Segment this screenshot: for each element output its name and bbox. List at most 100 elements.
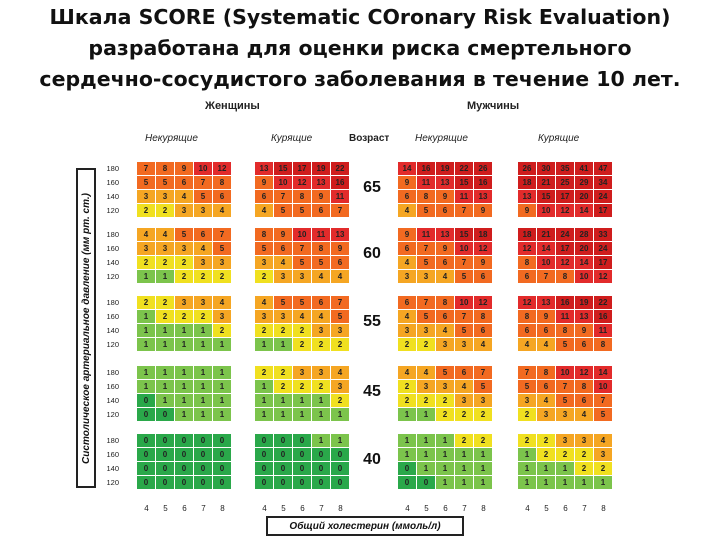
risk-cell: 10 (556, 366, 574, 379)
risk-cell: 7 (594, 394, 612, 407)
risk-cell: 0 (293, 462, 311, 475)
risk-cell: 2 (312, 338, 330, 351)
risk-cell: 1 (518, 476, 536, 489)
risk-cell: 4 (312, 310, 330, 323)
risk-cell: 1 (417, 462, 435, 475)
risk-cell: 2 (537, 434, 555, 447)
risk-cell: 2 (436, 408, 454, 421)
risk-cell: 3 (556, 434, 574, 447)
risk-cell: 3 (293, 270, 311, 283)
risk-cell: 2 (274, 324, 292, 337)
risk-cell: 13 (436, 228, 454, 241)
risk-cell: 5 (274, 204, 292, 217)
men-nonsmoking-grid-age-65: 14 16 19 22 26 9 11 13 15 16 6 8 9 11 13 4 5 6 7 9 (398, 162, 492, 217)
risk-cell: 5 (417, 256, 435, 269)
risk-cell: 3 (213, 256, 231, 269)
risk-cell: 1 (213, 380, 231, 393)
risk-cell: 7 (194, 176, 212, 189)
risk-cell: 24 (556, 228, 574, 241)
risk-cell: 12 (556, 256, 574, 269)
risk-cell: 2 (255, 324, 273, 337)
risk-cell: 4 (194, 242, 212, 255)
risk-cell: 3 (137, 242, 155, 255)
risk-cell: 6 (537, 380, 555, 393)
risk-cell: 1 (156, 380, 174, 393)
risk-cell: 6 (312, 204, 330, 217)
risk-cell: 21 (537, 176, 555, 189)
risk-cell: 24 (594, 242, 612, 255)
bp-label-160: 160 (106, 178, 119, 187)
bp-label-120: 120 (106, 272, 119, 281)
cholesterol-tick-8: 8 (481, 504, 486, 513)
risk-cell: 5 (417, 310, 435, 323)
risk-cell: 0 (194, 476, 212, 489)
cholesterol-tick-4: 4 (525, 504, 530, 513)
risk-cell: 5 (556, 394, 574, 407)
risk-cell: 1 (436, 448, 454, 461)
risk-cell: 1 (556, 476, 574, 489)
risk-cell: 0 (293, 434, 311, 447)
risk-cell: 4 (398, 256, 416, 269)
risk-cell: 9 (274, 228, 292, 241)
risk-cell: 1 (255, 394, 273, 407)
risk-cell: 1 (137, 380, 155, 393)
risk-cell: 10 (455, 296, 473, 309)
risk-cell: 4 (331, 366, 349, 379)
risk-cell: 4 (474, 338, 492, 351)
risk-cell: 1 (274, 338, 292, 351)
risk-cell: 2 (175, 310, 193, 323)
risk-cell: 8 (575, 380, 593, 393)
risk-cell: 3 (137, 190, 155, 203)
risk-cell: 3 (455, 338, 473, 351)
risk-cell: 2 (255, 366, 273, 379)
risk-cell: 0 (293, 476, 311, 489)
risk-cell: 2 (156, 296, 174, 309)
risk-cell: 5 (175, 228, 193, 241)
risk-cell: 6 (436, 310, 454, 323)
men-smoking-grid-age-60: 18 21 24 28 33 12 14 17 20 24 8 10 12 14 17 6 7 8 10 12 (518, 228, 612, 283)
risk-cell: 0 (156, 408, 174, 421)
risk-cell: 2 (274, 380, 292, 393)
risk-cell: 0 (175, 462, 193, 475)
risk-cell: 3 (518, 394, 536, 407)
risk-cell: 2 (213, 270, 231, 283)
risk-cell: 3 (175, 242, 193, 255)
risk-cell: 13 (537, 296, 555, 309)
bp-label-180: 180 (106, 368, 119, 377)
risk-cell: 17 (594, 256, 612, 269)
risk-cell: 33 (594, 228, 612, 241)
slide-title: Шкала SCORE (Systematic COronary Risk Ev… (0, 2, 720, 95)
risk-cell: 8 (293, 190, 311, 203)
risk-cell: 1 (331, 408, 349, 421)
cholesterol-tick-8: 8 (338, 504, 343, 513)
risk-cell: 9 (398, 228, 416, 241)
cholesterol-tick-6: 6 (443, 504, 448, 513)
risk-cell: 18 (518, 228, 536, 241)
risk-cell: 22 (331, 162, 349, 175)
risk-cell: 22 (455, 162, 473, 175)
risk-cell: 1 (474, 448, 492, 461)
bp-label-140: 140 (106, 326, 119, 335)
risk-cell: 3 (175, 296, 193, 309)
risk-cell: 0 (156, 476, 174, 489)
risk-cell: 0 (293, 448, 311, 461)
risk-cell: 2 (194, 270, 212, 283)
cholesterol-tick-5: 5 (281, 504, 286, 513)
title-line-2: разработана для оценки риска смертельног… (88, 36, 632, 60)
risk-cell: 0 (213, 476, 231, 489)
risk-cell: 3 (556, 408, 574, 421)
risk-cell: 14 (594, 366, 612, 379)
cholesterol-tick-4: 4 (144, 504, 149, 513)
risk-cell: 9 (436, 190, 454, 203)
risk-cell: 8 (213, 176, 231, 189)
women-smoking-label: Курящие (271, 133, 313, 144)
risk-cell: 12 (213, 162, 231, 175)
cholesterol-tick-4: 4 (262, 504, 267, 513)
risk-cell: 4 (417, 366, 435, 379)
risk-cell: 15 (537, 190, 555, 203)
y-axis-label-box: Систолическое артериальное давление (мм … (76, 168, 96, 488)
risk-cell: 1 (417, 434, 435, 447)
risk-cell: 13 (312, 176, 330, 189)
